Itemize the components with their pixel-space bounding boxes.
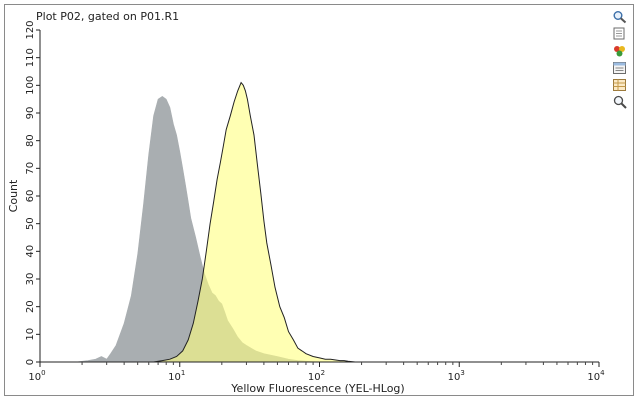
x-axis-label: Yellow Fluorescence (YEL-HLog): [230, 382, 404, 395]
x-tick-label: 103: [448, 369, 465, 383]
y-tick-label: 10: [25, 328, 36, 341]
plot-frame: [4, 4, 634, 396]
y-tick-label: 20: [25, 300, 36, 313]
y-tick-label: 30: [25, 273, 36, 286]
search-icon[interactable]: [612, 95, 628, 109]
y-tick-label: 40: [25, 245, 36, 258]
zoom-icon[interactable]: [612, 10, 628, 24]
x-tick-label: 100: [28, 369, 45, 383]
y-tick-label: 100: [25, 76, 36, 95]
y-tick-label: 60: [25, 190, 36, 203]
x-tick-label: 104: [587, 369, 605, 383]
color-gates-icon[interactable]: [612, 44, 628, 58]
x-tick-label: 102: [308, 369, 325, 383]
statistics-icon[interactable]: [612, 78, 628, 92]
copy-icon[interactable]: [612, 27, 628, 41]
histogram-series-2: [153, 81, 356, 363]
y-tick-label: 90: [25, 107, 36, 120]
x-tick-label: 101: [168, 369, 185, 383]
y-tick-label: 120: [25, 20, 36, 39]
plot-toolbar: [611, 10, 631, 112]
chart-title: Plot P02, gated on P01.R1: [36, 10, 179, 23]
y-axis-label: Count: [7, 179, 20, 212]
y-tick-label: 110: [25, 48, 36, 67]
properties-icon[interactable]: [612, 61, 628, 75]
y-tick-label: 0: [25, 359, 36, 365]
y-tick-label: 50: [25, 217, 36, 230]
y-tick-label: 80: [25, 134, 36, 147]
y-tick-label: 70: [25, 162, 36, 175]
